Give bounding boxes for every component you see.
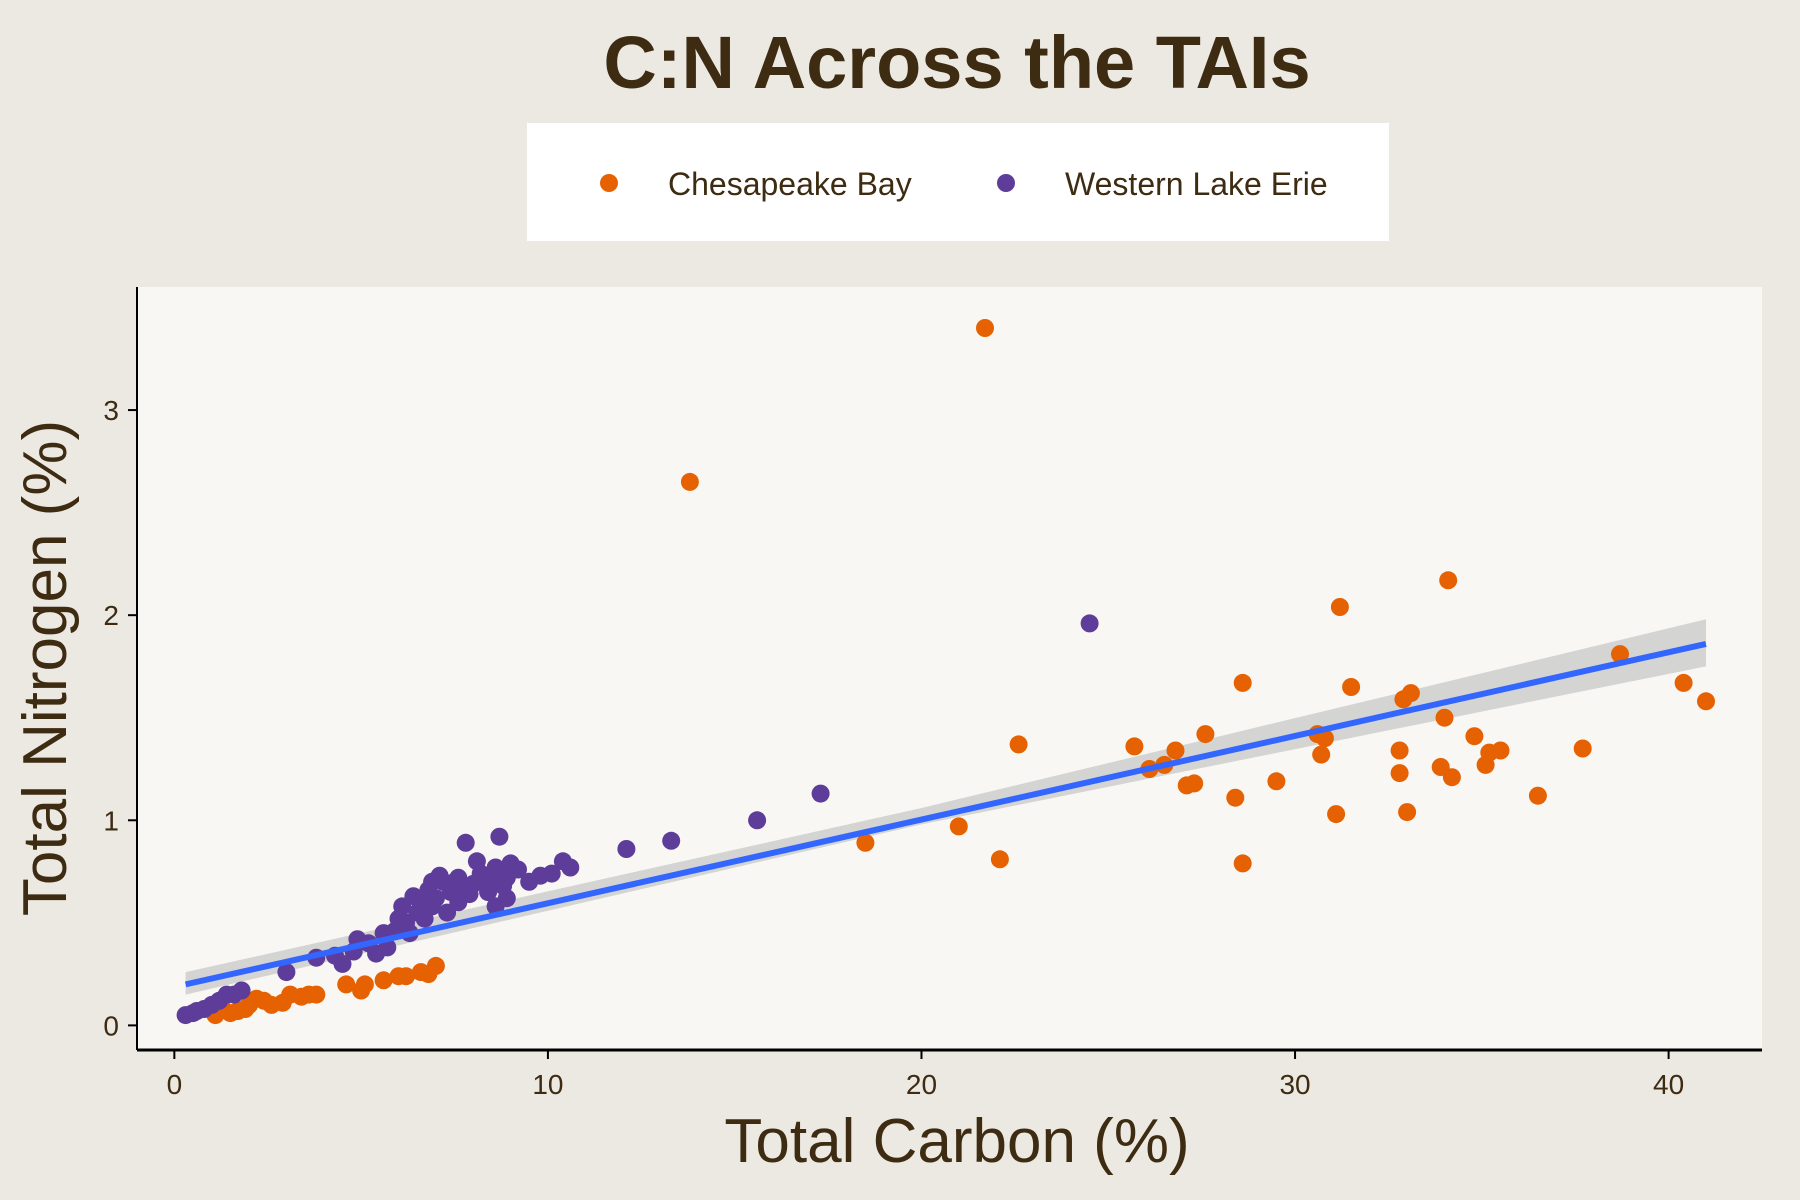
point-western-lake-erie-0 [1080, 614, 1099, 633]
y-tick-label-0: 0 [103, 1010, 119, 1041]
point-chesapeake-bay-18 [1312, 745, 1331, 764]
point-chesapeake-bay-26 [1177, 776, 1196, 795]
point-western-lake-erie-64 [449, 868, 468, 887]
point-western-lake-erie-28 [438, 903, 457, 922]
point-chesapeake-bay-8 [1342, 678, 1361, 696]
point-chesapeake-bay-39 [990, 850, 1009, 869]
point-western-lake-erie-6 [553, 852, 572, 871]
point-chesapeake-bay-38 [949, 817, 968, 836]
point-chesapeake-bay-1 [976, 319, 994, 337]
point-chesapeake-bay-12 [1465, 727, 1484, 746]
point-chesapeake-bay-0 [680, 472, 699, 491]
point-chesapeake-bay-48 [337, 975, 356, 994]
point-chesapeake-bay-5 [1674, 673, 1693, 692]
legend-box [527, 123, 1389, 241]
point-chesapeake-bay-29 [1390, 741, 1409, 760]
x-tick-label-30: 30 [1279, 1069, 1310, 1100]
point-chesapeake-bay-45 [389, 967, 408, 986]
y-tick-label-2: 2 [103, 600, 119, 631]
point-western-lake-erie-3 [662, 831, 681, 850]
point-chesapeake-bay-4 [1611, 645, 1629, 664]
point-western-lake-erie-2 [748, 811, 767, 830]
point-chesapeake-bay-30 [1390, 764, 1409, 783]
point-chesapeake-bay-23 [1125, 737, 1144, 756]
point-chesapeake-bay-20 [1166, 741, 1185, 760]
point-chesapeake-bay-7 [1233, 673, 1252, 692]
point-chesapeake-bay-11 [1435, 708, 1454, 727]
x-axis-label: Total Carbon (%) [724, 1107, 1189, 1176]
y-tick-label-1: 1 [103, 805, 119, 836]
point-western-lake-erie-61 [176, 1006, 195, 1025]
point-chesapeake-bay-63 [240, 995, 259, 1014]
point-western-lake-erie-1 [811, 784, 830, 803]
point-chesapeake-bay-37 [1233, 854, 1252, 873]
point-chesapeake-bay-35 [1327, 805, 1346, 824]
chart-title: C:N Across the TAIs [603, 21, 1310, 104]
point-chesapeake-bay-19 [1196, 725, 1215, 744]
legend-key-western-lake-erie [997, 174, 1015, 192]
point-western-lake-erie-20 [467, 852, 486, 871]
legend: Chesapeake Bay Western Lake Erie [527, 123, 1389, 241]
point-chesapeake-bay-43 [411, 963, 430, 982]
point-chesapeake-bay-28 [1226, 788, 1245, 807]
point-chesapeake-bay-10 [1394, 690, 1413, 709]
point-western-lake-erie-9 [520, 872, 539, 891]
point-chesapeake-bay-15 [1573, 739, 1592, 758]
point-chesapeake-bay-2 [1439, 571, 1458, 590]
point-chesapeake-bay-33 [1476, 755, 1495, 774]
point-western-lake-erie-63 [497, 889, 516, 908]
x-tick-label-40: 40 [1653, 1069, 1684, 1100]
y-tick-label-3: 3 [103, 395, 119, 426]
legend-label-chesapeake-bay: Chesapeake Bay [668, 166, 912, 202]
x-tick-label-20: 20 [906, 1069, 937, 1100]
y-axis-label: Total Nitrogen (%) [11, 420, 80, 916]
point-chesapeake-bay-36 [1398, 803, 1417, 822]
point-chesapeake-bay-24 [1009, 735, 1028, 754]
point-chesapeake-bay-46 [374, 971, 393, 990]
x-tick-label-10: 10 [532, 1069, 563, 1100]
point-chesapeake-bay-6 [1697, 692, 1715, 711]
point-chesapeake-bay-34 [1528, 786, 1547, 805]
point-chesapeake-bay-40 [856, 833, 875, 852]
legend-label-western-lake-erie: Western Lake Erie [1065, 166, 1328, 202]
point-western-lake-erie-65 [423, 872, 442, 891]
point-chesapeake-bay-27 [1267, 772, 1286, 791]
point-chesapeake-bay-3 [1330, 598, 1349, 616]
point-western-lake-erie-11 [501, 854, 520, 873]
point-western-lake-erie-23 [456, 833, 475, 852]
point-western-lake-erie-14 [490, 827, 509, 846]
point-western-lake-erie-52 [277, 963, 296, 982]
point-chesapeake-bay-49 [352, 981, 371, 1000]
x-axis-ticks: 0 10 20 30 40 [167, 1050, 1684, 1100]
trend-line [184, 640, 1707, 988]
point-western-lake-erie-4 [617, 840, 636, 858]
x-tick-label-0: 0 [167, 1069, 183, 1100]
point-chesapeake-bay-17 [1315, 729, 1334, 748]
point-chesapeake-bay-32 [1431, 758, 1450, 776]
trend-line-path [184, 640, 1707, 988]
y-axis-ticks: 0 1 2 3 [103, 395, 137, 1041]
legend-key-chesapeake-bay [600, 174, 618, 192]
